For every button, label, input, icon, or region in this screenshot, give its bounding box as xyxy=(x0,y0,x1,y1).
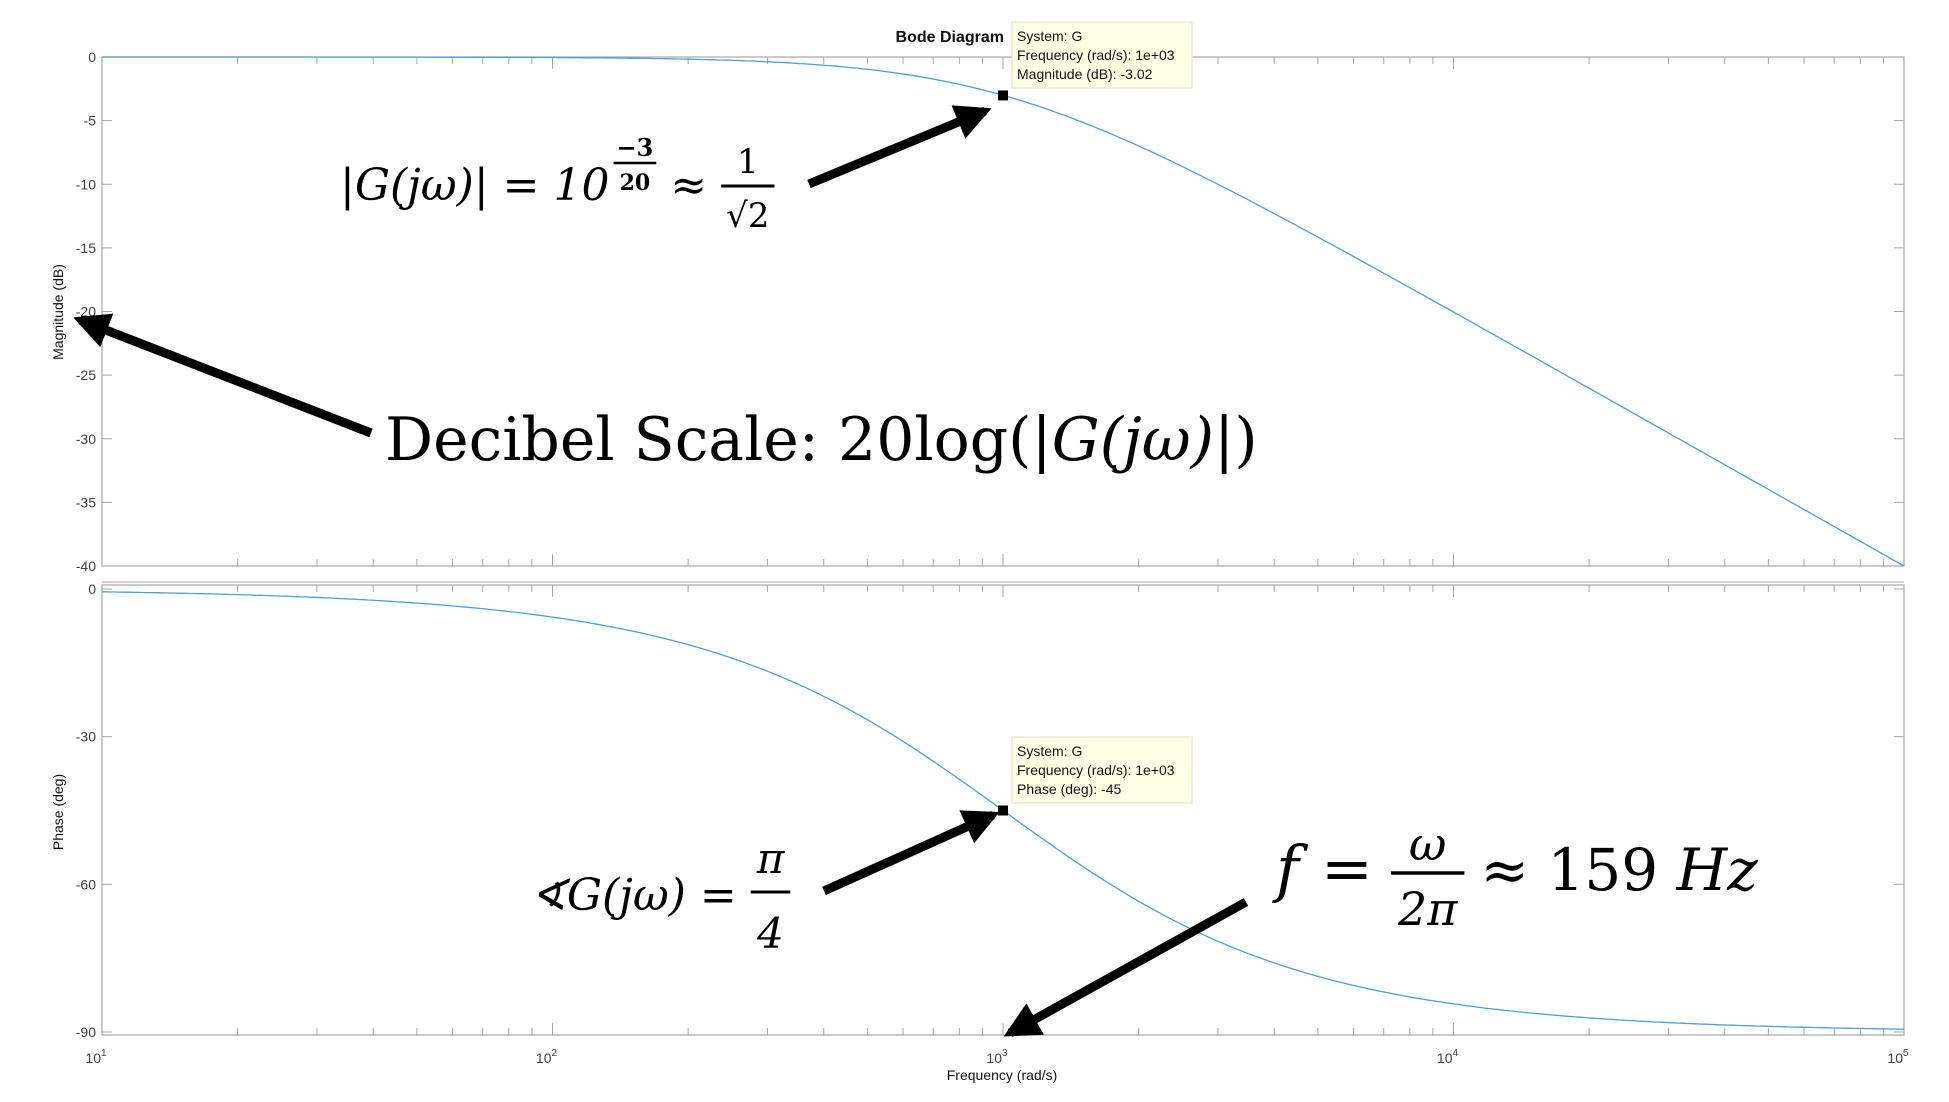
x-tick-label: 105 xyxy=(1887,1048,1909,1066)
svg-text:≈ 159 Hz: ≈ 159 Hz xyxy=(1480,836,1758,904)
phase-datatip[interactable]: System: G Frequency (rad/s): 1e+03 Phase… xyxy=(1011,736,1193,804)
svg-text:=: = xyxy=(1321,832,1373,905)
chart-title: Bode Diagram xyxy=(896,29,1004,46)
magnitude-axis-label: Magnitude (dB) xyxy=(50,264,66,360)
arrow-to-magnitude-point xyxy=(807,105,992,189)
phase-datatip-marker xyxy=(998,805,1008,816)
svg-text:20: 20 xyxy=(620,170,651,196)
x-tick-label: 101 xyxy=(85,1048,107,1066)
svg-text:4: 4 xyxy=(756,909,784,958)
x-tick-label: 103 xyxy=(986,1048,1008,1066)
magnitude-y-tick-label: -25 xyxy=(76,367,96,383)
arrow-to-frequency-axis xyxy=(1003,898,1249,1037)
phase-y-tick-label: -60 xyxy=(76,876,96,892)
datatip-frequency: Frequency (rad/s): 1e+03 xyxy=(1017,47,1175,63)
svg-text:ω: ω xyxy=(1409,817,1447,871)
decibel-scale-label: Decibel Scale: 20log(|G(jω)|) xyxy=(385,405,1258,475)
magnitude-y-tick-label: -5 xyxy=(84,113,97,129)
svg-text:√2: √2 xyxy=(726,196,769,236)
svg-text:1: 1 xyxy=(737,142,759,182)
datatip-frequency: Frequency (rad/s): 1e+03 xyxy=(1017,762,1175,778)
magnitude-equation: |G(jω)| = 10 −3 20 ≈ 1 √2 xyxy=(340,133,775,236)
svg-text:f: f xyxy=(1272,832,1309,905)
svg-text:π: π xyxy=(756,834,786,883)
magnitude-y-tick-label: -40 xyxy=(76,558,96,574)
datatip-phase: Phase (deg): -45 xyxy=(1017,781,1121,797)
magnitude-axes-box xyxy=(101,56,1905,567)
phase-y-tick-label: -90 xyxy=(76,1024,96,1040)
svg-text:Decibel Scale: 20log(|G(jω)|): Decibel Scale: 20log(|G(jω)|) xyxy=(385,405,1258,475)
svg-text:∢G(jω) =: ∢G(jω) = xyxy=(530,870,737,921)
datatip-system: System: G xyxy=(1017,743,1082,759)
arrow-to-phase-point xyxy=(822,810,1000,896)
phase-y-tick-label: -30 xyxy=(76,729,96,745)
magnitude-datatip-marker xyxy=(998,90,1008,101)
magnitude-y-tick-label: -30 xyxy=(76,431,96,447)
datatip-magnitude: Magnitude (dB): -3.02 xyxy=(1017,66,1153,82)
magnitude-y-tick-label: -10 xyxy=(76,176,96,192)
phase-y-tick-label: 0 xyxy=(88,581,96,597)
magnitude-datatip[interactable]: System: G Frequency (rad/s): 1e+03 Magni… xyxy=(1011,21,1193,89)
svg-text:2π: 2π xyxy=(1397,882,1458,936)
x-tick-label: 102 xyxy=(536,1048,558,1066)
frequency-equation: f = ω 2π ≈ 159 Hz xyxy=(1272,817,1758,936)
x-tick-label: 104 xyxy=(1437,1048,1459,1066)
datatip-system: System: G xyxy=(1017,28,1082,44)
arrow-to-db-axis xyxy=(73,313,373,438)
magnitude-y-tick-label: -35 xyxy=(76,494,96,510)
frequency-axis-label: Frequency (rad/s) xyxy=(947,1067,1057,1083)
phase-axis-label: Phase (deg) xyxy=(50,774,66,850)
magnitude-series-line xyxy=(102,56,1905,567)
svg-text:|G(jω)| = 10: |G(jω)| = 10 xyxy=(340,160,609,211)
svg-text:−3: −3 xyxy=(616,133,653,162)
svg-text:≈: ≈ xyxy=(670,160,707,211)
magnitude-y-tick-label: -20 xyxy=(76,304,96,320)
phase-equation: ∢G(jω) = π 4 xyxy=(530,834,791,958)
magnitude-y-tick-label: 0 xyxy=(88,49,96,65)
magnitude-y-tick-label: -15 xyxy=(76,240,96,256)
